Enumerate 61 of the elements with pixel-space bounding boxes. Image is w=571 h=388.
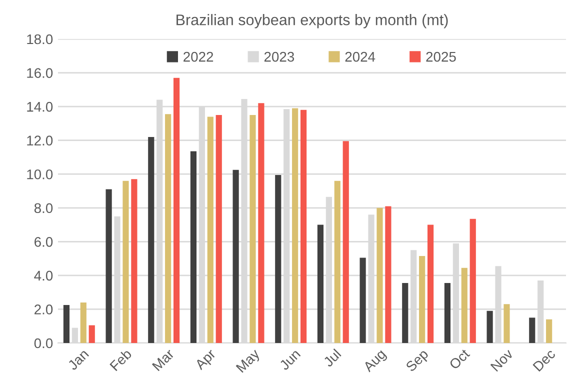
bar xyxy=(190,151,197,343)
bar xyxy=(80,302,86,343)
y-tick-label: 14.0 xyxy=(27,102,53,112)
bar xyxy=(376,208,383,343)
y-tick-label: 6.0 xyxy=(34,237,53,247)
bar xyxy=(122,180,129,343)
x-tick-label: May xyxy=(236,348,262,375)
x-tick-label: Jun xyxy=(278,348,301,371)
legend-label: 2022 xyxy=(184,52,214,62)
bar xyxy=(275,174,282,343)
bar xyxy=(342,141,349,343)
bar xyxy=(292,108,298,343)
bar xyxy=(427,224,434,343)
bar xyxy=(546,319,552,343)
bar xyxy=(461,268,468,343)
y-tick-label: 2.0 xyxy=(34,304,53,314)
x-tick-label: Nov xyxy=(490,348,514,372)
y-tick-label: 0.0 xyxy=(34,338,53,348)
bar xyxy=(258,103,264,343)
bar xyxy=(504,304,510,343)
legend-label: 2024 xyxy=(345,52,376,62)
bar xyxy=(402,283,408,343)
y-tick-label: 16.0 xyxy=(27,68,53,78)
x-tick-label: Feb xyxy=(109,348,132,372)
x-tick-label: Jan xyxy=(67,348,90,371)
bar xyxy=(207,116,214,343)
bar xyxy=(63,305,70,343)
bar xyxy=(250,115,256,343)
y-tick-label: 4.0 xyxy=(34,270,53,281)
bar xyxy=(334,180,340,343)
y-tick-label: 12.0 xyxy=(27,136,53,146)
bar xyxy=(385,206,392,343)
x-tick-label: Apr xyxy=(194,348,218,372)
bar xyxy=(529,318,536,343)
bar xyxy=(317,224,324,343)
bar xyxy=(470,218,476,343)
y-tick-label: 10.0 xyxy=(27,169,53,180)
bar xyxy=(232,170,239,343)
bar xyxy=(148,136,154,343)
bar xyxy=(216,115,222,343)
bar xyxy=(300,110,307,343)
y-tick-label: 8.0 xyxy=(34,203,53,214)
x-tick-label: Sep xyxy=(405,348,431,374)
bar xyxy=(131,179,138,343)
legend-label: 2023 xyxy=(264,52,294,62)
bar xyxy=(444,283,451,343)
bar xyxy=(88,325,95,343)
x-tick-label: Aug xyxy=(362,348,388,374)
chart-title: Brazilian soybean exports by month (mt) xyxy=(176,14,448,28)
bar xyxy=(106,189,112,343)
bar xyxy=(486,310,493,343)
x-tick-label: Dec xyxy=(532,348,556,372)
y-tick-label: 18.0 xyxy=(27,34,53,44)
bar xyxy=(173,78,180,343)
bar xyxy=(360,258,366,343)
bar xyxy=(165,114,172,343)
legend-label: 2025 xyxy=(426,52,456,62)
bar xyxy=(419,256,426,343)
x-tick-label: Jul xyxy=(322,348,342,368)
x-tick-label: Mar xyxy=(152,348,175,372)
x-tick-label: Oct xyxy=(448,348,470,370)
